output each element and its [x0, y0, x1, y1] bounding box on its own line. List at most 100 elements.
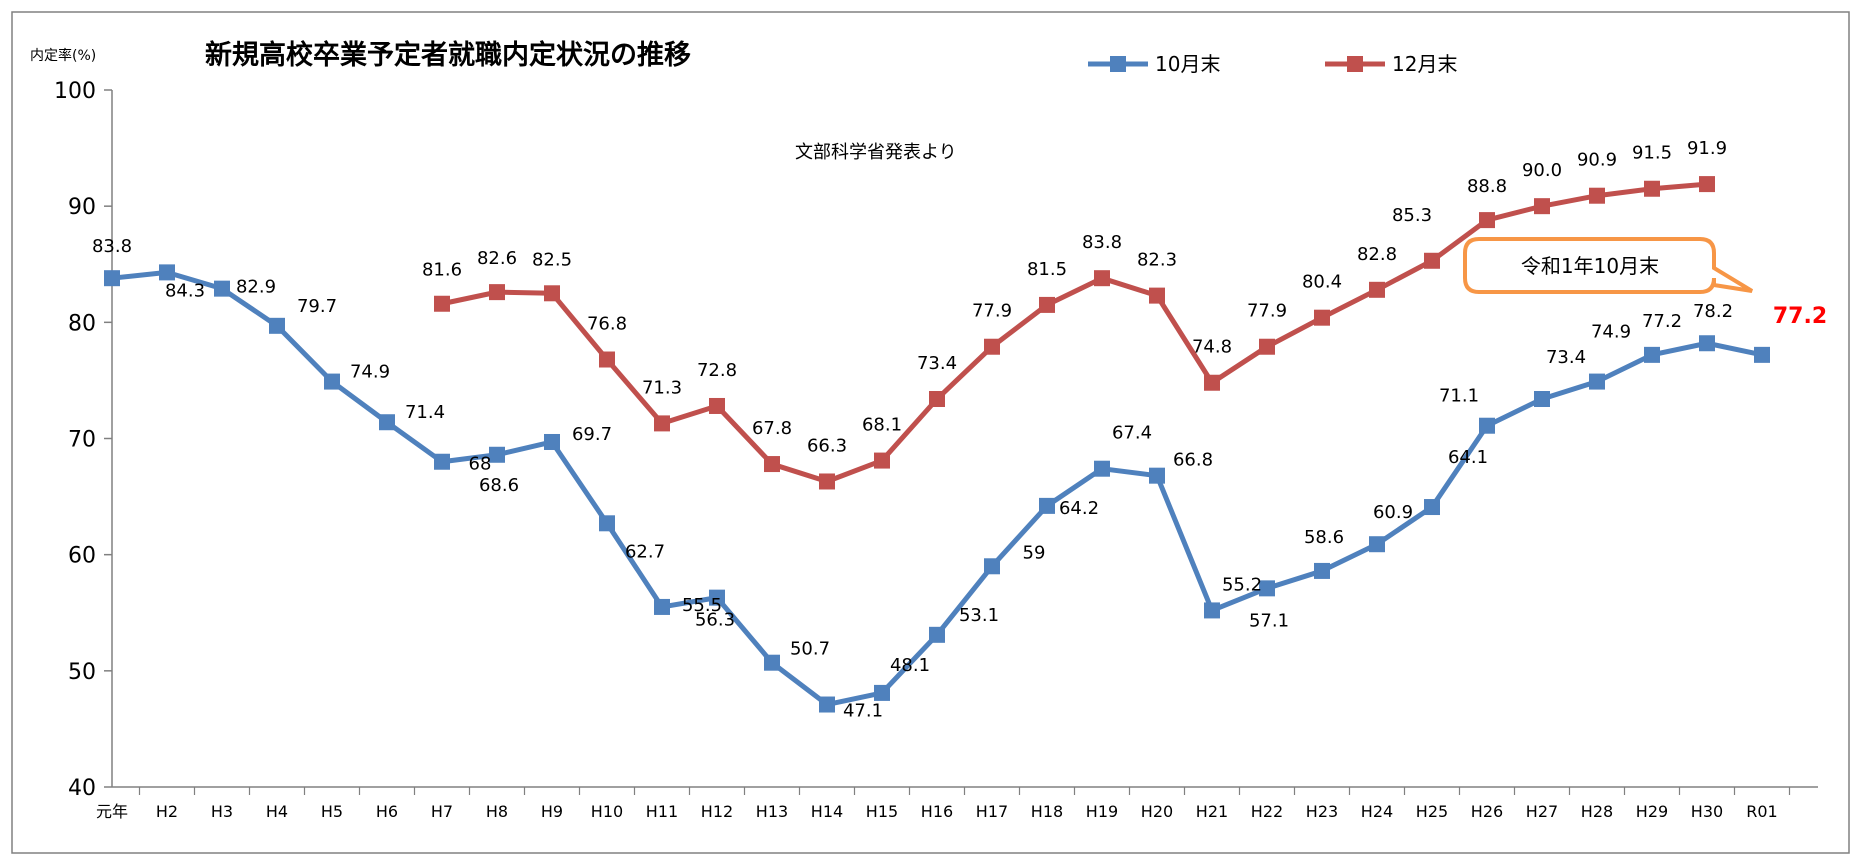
data-label-october: 53.1: [959, 605, 999, 626]
x-tick-label: H22: [1251, 802, 1283, 821]
data-label-october: 55.5: [682, 595, 722, 616]
data-label-october: 71.4: [405, 402, 445, 423]
data-label-october: 55.2: [1222, 574, 1262, 595]
data-point-october: [1754, 346, 1770, 363]
legend-label-december: 12月末: [1392, 52, 1457, 76]
x-tick-label: H3: [211, 802, 233, 821]
data-label-december: 73.4: [917, 353, 957, 374]
data-point-december: [874, 452, 890, 469]
x-tick-label: H12: [701, 802, 733, 821]
data-point-october: [489, 446, 505, 463]
annotation-callout: 令和1年10月末: [1463, 237, 1754, 294]
data-point-december: [1479, 212, 1495, 229]
data-label-december: 83.8: [1082, 232, 1122, 253]
data-point-december: [764, 456, 780, 473]
data-point-october: [1204, 602, 1220, 619]
data-label-december: 76.8: [587, 314, 627, 335]
x-tick-label: H15: [866, 802, 898, 821]
y-axis-label: 内定率(%): [30, 47, 96, 64]
data-label-october: 74.9: [1591, 322, 1631, 343]
y-tick-label: 40: [68, 776, 96, 801]
x-tick-label: H28: [1581, 802, 1613, 821]
data-label-october: 68.6: [479, 475, 519, 496]
y-tick-label: 90: [68, 195, 96, 220]
data-point-december: [709, 397, 725, 414]
source-note: 文部科学省発表より: [795, 142, 957, 163]
data-point-october: [1259, 580, 1275, 597]
x-tick-label: H5: [321, 802, 343, 821]
data-point-december: [434, 295, 450, 312]
data-point-october: [1644, 346, 1660, 363]
data-label-october: 56.3: [695, 610, 735, 631]
data-point-october: [1369, 536, 1385, 553]
data-point-december: [1644, 180, 1660, 197]
x-tick-label: H29: [1636, 802, 1668, 821]
data-label-october: 59: [1023, 542, 1046, 563]
data-label-december: 77.9: [1247, 301, 1287, 322]
data-point-october: [1094, 460, 1110, 477]
y-tick-label: 50: [68, 660, 96, 685]
data-point-october: [1424, 499, 1440, 516]
data-point-october: [1149, 467, 1165, 484]
data-point-december: [929, 391, 945, 408]
data-label-october: 79.7: [297, 296, 337, 317]
chart-title: 新規高校卒業予定者就職内定状況の推移: [205, 39, 691, 71]
data-point-october: [1589, 373, 1605, 390]
data-label-december: 82.6: [477, 248, 517, 269]
data-point-december: [1094, 270, 1110, 287]
x-tick-label: H2: [156, 802, 178, 821]
data-label-october: 64.2: [1059, 498, 1099, 519]
data-label-december: 77.9: [972, 301, 1012, 322]
data-point-october: [929, 626, 945, 643]
data-label-december: 74.8: [1192, 337, 1232, 358]
x-tick-label: H13: [756, 802, 788, 821]
x-tick-label: H23: [1306, 802, 1338, 821]
data-label-october: 67.4: [1112, 423, 1152, 444]
y-tick-label: 70: [68, 428, 96, 453]
data-label-december: 81.5: [1027, 259, 1067, 280]
data-point-december: [1589, 187, 1605, 204]
series-layer: [104, 176, 1770, 713]
data-label-october: 78.2: [1693, 301, 1733, 322]
data-point-december: [1369, 281, 1385, 298]
data-point-october: [599, 515, 615, 532]
data-label-october: 58.6: [1304, 527, 1344, 548]
x-tick-label: H8: [486, 802, 508, 821]
data-label-december: 81.6: [422, 260, 462, 281]
x-tick-label: H9: [541, 802, 563, 821]
data-point-december: [1149, 287, 1165, 304]
x-tick-label: H26: [1471, 802, 1503, 821]
data-label-december: 66.3: [807, 435, 847, 456]
legend: 10月末 12月末: [1088, 52, 1457, 76]
data-point-october: [819, 696, 835, 713]
data-point-october: [709, 589, 725, 606]
data-point-december: [654, 415, 670, 432]
data-label-october: 64.1: [1448, 447, 1488, 468]
x-tick-label: H10: [591, 802, 623, 821]
data-label-october: 84.3: [165, 280, 205, 301]
data-point-december: [1039, 296, 1055, 313]
legend-marker-december: [1347, 56, 1363, 72]
x-tick-label: H6: [376, 802, 398, 821]
x-tick-label: H24: [1361, 802, 1393, 821]
series-line-december: [441, 181, 1708, 484]
highlight-data-label: 77.2: [1773, 304, 1827, 329]
data-point-october: [764, 654, 780, 671]
data-point-december: [1204, 374, 1220, 391]
legend-label-october: 10月末: [1155, 52, 1220, 76]
data-point-october: [269, 317, 285, 334]
data-label-december: 72.8: [697, 360, 737, 381]
data-point-october: [434, 453, 450, 470]
data-label-december: 85.3: [1392, 205, 1432, 226]
callout-box: [1463, 237, 1754, 294]
data-label-december: 67.8: [752, 418, 792, 439]
data-label-december: 88.8: [1467, 176, 1507, 197]
x-tick-label: H17: [976, 802, 1008, 821]
data-point-december: [599, 351, 615, 368]
data-label-december: 82.5: [532, 249, 572, 270]
legend-marker-october: [1110, 56, 1126, 72]
data-point-december: [1424, 252, 1440, 269]
data-label-october: 74.9: [350, 362, 390, 383]
